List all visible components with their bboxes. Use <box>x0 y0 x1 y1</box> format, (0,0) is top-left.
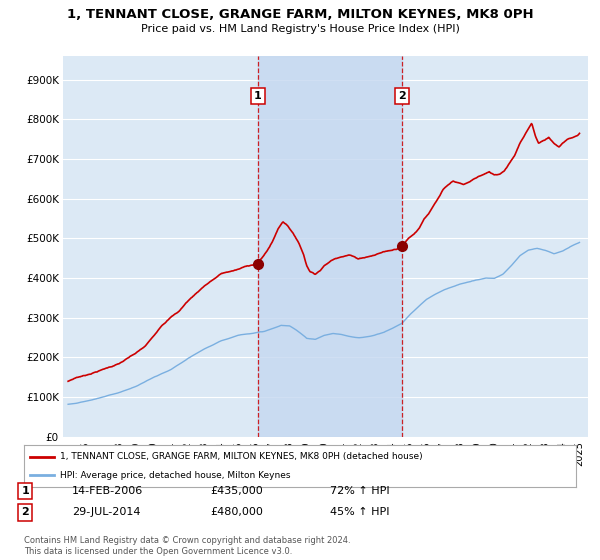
Text: HPI: Average price, detached house, Milton Keynes: HPI: Average price, detached house, Milt… <box>60 471 290 480</box>
Text: 1, TENNANT CLOSE, GRANGE FARM, MILTON KEYNES, MK8 0PH: 1, TENNANT CLOSE, GRANGE FARM, MILTON KE… <box>67 8 533 21</box>
Text: 2: 2 <box>22 507 29 517</box>
Text: 1: 1 <box>254 91 262 101</box>
Text: 1: 1 <box>22 486 29 496</box>
Text: 29-JUL-2014: 29-JUL-2014 <box>72 507 140 517</box>
Text: £435,000: £435,000 <box>210 486 263 496</box>
Text: 45% ↑ HPI: 45% ↑ HPI <box>330 507 389 517</box>
Text: 1, TENNANT CLOSE, GRANGE FARM, MILTON KEYNES, MK8 0PH (detached house): 1, TENNANT CLOSE, GRANGE FARM, MILTON KE… <box>60 452 422 461</box>
Text: 2: 2 <box>398 91 406 101</box>
Bar <box>257 56 402 437</box>
Text: Contains HM Land Registry data © Crown copyright and database right 2024.
This d: Contains HM Land Registry data © Crown c… <box>24 536 350 556</box>
Text: 14-FEB-2006: 14-FEB-2006 <box>72 486 143 496</box>
Text: £480,000: £480,000 <box>210 507 263 517</box>
Text: Price paid vs. HM Land Registry's House Price Index (HPI): Price paid vs. HM Land Registry's House … <box>140 24 460 34</box>
Text: 72% ↑ HPI: 72% ↑ HPI <box>330 486 389 496</box>
